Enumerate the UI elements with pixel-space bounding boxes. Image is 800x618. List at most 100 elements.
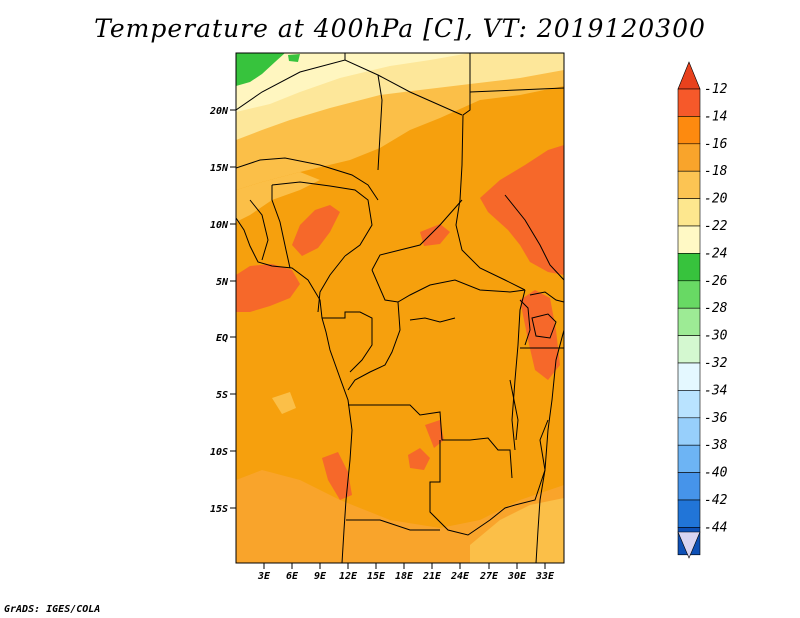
colorbar-swatch-15 <box>677 499 701 528</box>
colorbar-swatch-6 <box>677 253 701 282</box>
colorbar-labels: -12 -14 -16 -18 -20 -22 -24 -26 -28 -30 … <box>704 82 728 535</box>
colorbar-swatch-2 <box>677 143 701 172</box>
lat-label-10n: 10N <box>210 220 229 231</box>
colorbar-swatch-11 <box>677 390 701 419</box>
border-west-states <box>249 199 269 261</box>
lon-label-12e: 12E <box>339 571 358 582</box>
colorbar-swatch-5 <box>677 225 701 254</box>
border-egypt-sudan <box>469 87 564 93</box>
shade-dark-orange-south-2 <box>408 448 430 470</box>
shade-green-patch <box>288 54 300 62</box>
coastline-east-africa <box>535 329 564 563</box>
lon-label-18e: 18E <box>395 571 414 582</box>
shade-green-corner <box>236 53 285 86</box>
colorbar-swatch-10 <box>677 362 701 391</box>
lon-label-9e: 9E <box>314 571 327 582</box>
lat-label-eq: EQ <box>216 333 228 344</box>
colorbar-swatch-0 <box>677 88 701 117</box>
plot-frame <box>235 52 565 564</box>
colorbar-swatch-8 <box>677 307 701 336</box>
colorbar-swatch-13 <box>677 444 701 473</box>
lon-label-27e: 27E <box>479 571 499 582</box>
colorbar-swatch-1 <box>677 116 701 145</box>
lon-label-15e: 15E <box>367 571 386 582</box>
lat-label-15n: 15N <box>210 163 229 174</box>
colorbar-label: -38 <box>704 438 728 453</box>
map-title: Temperature at 400hPa [C], VT: 201912030… <box>94 14 706 43</box>
border-mali-burkina <box>271 185 291 269</box>
temperature-field <box>236 53 564 563</box>
border-nigeria-cameroon <box>317 255 346 313</box>
shade-light-orange-patch <box>272 392 296 414</box>
colorbar-label: -12 <box>704 82 728 97</box>
border-uganda-kenya <box>529 291 564 303</box>
river-congo <box>409 317 456 323</box>
lat-label-5n: 5N <box>216 277 229 288</box>
colorbar-label: -16 <box>704 137 728 152</box>
border-congo-drc <box>347 301 401 391</box>
border-chad-sudan-north <box>377 74 463 116</box>
colorbar-swatch-4 <box>677 198 701 227</box>
border-niger-nigeria <box>271 181 373 257</box>
lon-axis: 3E 6E 9E 12E 15E 18E 21E 24E 27E 30E 33E <box>257 563 555 582</box>
lat-label-10s: 10S <box>210 447 228 458</box>
shade-dark-orange-east <box>480 145 564 275</box>
border-car-cameroon <box>371 269 526 303</box>
lat-label-5s: 5S <box>216 390 228 401</box>
lat-axis: 20N 15N 10N 5N EQ 5S 10S 15S <box>209 106 236 515</box>
colorbar-bottom-arrow <box>677 531 701 559</box>
colorbar-label: -18 <box>704 164 728 179</box>
border-drc-angola <box>348 404 513 479</box>
shade-pale-yellow-north <box>236 53 470 112</box>
shade-dark-orange-eastlakes <box>520 290 560 380</box>
lon-label-30e: 30E <box>507 571 527 582</box>
colorbar-label: -20 <box>704 192 728 207</box>
shade-dark-orange-south-3 <box>425 420 444 448</box>
colorbar-label: -26 <box>704 274 728 289</box>
colorbar-label: -34 <box>704 383 727 398</box>
border-lake-outline-2 <box>519 299 531 346</box>
border-chad-east <box>371 199 463 271</box>
colorbar-swatch-9 <box>677 335 701 364</box>
colorbar-label: -32 <box>704 356 728 371</box>
shade-light-orange-se <box>470 498 564 563</box>
lon-label-33e: 33E <box>535 571 555 582</box>
lon-label-3e: 3E <box>257 571 271 582</box>
shade-dark-orange-south-1 <box>322 452 352 500</box>
grads-credit: GrADS: IGES/COLA <box>4 604 101 615</box>
border-angola-namibia <box>346 519 440 531</box>
colorbar-swatch-12 <box>677 417 701 446</box>
border-libya-egypt-sudan <box>455 53 526 291</box>
lon-label-24e: 24E <box>450 571 470 582</box>
border-sahel <box>236 157 379 201</box>
border-algeria-niger <box>236 59 383 171</box>
border-lake-victoria <box>531 313 557 339</box>
colorbar-label: -30 <box>704 329 728 344</box>
border-lake-outline-1 <box>509 379 519 441</box>
border-east-sudan-ethiopia <box>504 194 564 281</box>
colorbar-label: -24 <box>704 246 727 261</box>
colorbar-label: -40 <box>704 466 728 481</box>
borders <box>236 53 564 563</box>
colorbar-swatch-14 <box>677 472 701 501</box>
colorbar <box>677 61 701 559</box>
shade-dark-orange-central <box>420 224 450 246</box>
border-drc-east <box>511 289 526 451</box>
colorbar-top-arrow <box>677 61 701 90</box>
coastline-west-africa <box>236 217 353 563</box>
colorbar-swatch-3 <box>677 170 701 199</box>
lon-label-21e: 21E <box>422 571 442 582</box>
colorbar-label: -14 <box>704 109 727 124</box>
lat-label-20n: 20N <box>209 106 229 117</box>
shade-dark-orange-gulf <box>236 264 300 312</box>
colorbar-swatch-7 <box>677 280 701 309</box>
border-mozambique-zambia <box>514 419 549 506</box>
lat-label-15s: 15S <box>210 504 228 515</box>
colorbar-label: -42 <box>704 493 728 508</box>
lon-label-6e: 6E <box>286 571 299 582</box>
colorbar-label: -44 <box>704 520 727 535</box>
colorbar-label: -28 <box>704 301 728 316</box>
colorbar-label: -36 <box>704 411 728 426</box>
border-angola-zambia <box>429 440 516 536</box>
